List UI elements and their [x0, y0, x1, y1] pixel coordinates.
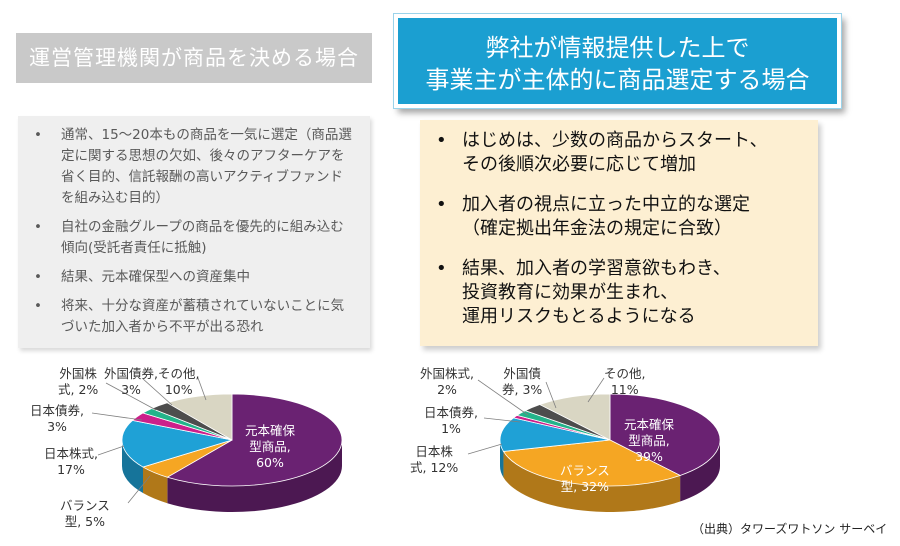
pie-charts: [91, 377, 721, 512]
pie-leader-line: [483, 417, 521, 423]
pie-data-label: 元本確保 型商品, 60%: [245, 423, 296, 470]
pie-slice: [121, 419, 233, 468]
right-heading-line1: 弊社が情報提供した上で: [485, 34, 750, 62]
left-bullet-item: 結果、元本確保型への資産集中: [32, 267, 356, 288]
left-bullet-item: 通常、15～20本もの商品を一気に選定（商品選定に関する思想の欠如、後々のアフタ…: [32, 125, 356, 209]
right-bullet-list: はじめは、少数の商品からスタート、 その後順次必要に応じて増加 加入者の視点に立…: [436, 129, 806, 329]
pie-leader-line: [127, 475, 151, 504]
pie-leader-line: [91, 412, 143, 421]
pie-leader-line: [587, 377, 605, 403]
pie-leader-line: [477, 379, 529, 416]
right-bullet-item: 加入者の視点に立った中立的な選定 （確定拠出年金法の規定に合致）: [436, 193, 806, 241]
pie-data-label: 外国株式, 2%: [420, 366, 474, 397]
pie-slice-side: [503, 451, 681, 512]
right-bullet-item: はじめは、少数の商品からスタート、 その後順次必要に応じて増加: [436, 129, 806, 177]
pie-slice-side: [143, 467, 168, 504]
pie-slice: [166, 393, 233, 441]
right-heading: 弊社が情報提供した上で 事業主が主体的に商品選定する場合: [394, 14, 841, 108]
pie-data-label: 外国債 券, 3%: [502, 366, 543, 397]
right-bullet-box: はじめは、少数の商品からスタート、 その後順次必要に応じて増加 加入者の視点に立…: [420, 120, 818, 346]
left-bullet-box: 通常、15～20本もの商品を一気に選定（商品選定に関する思想の欠如、後々のアフタ…: [18, 116, 370, 348]
pie-data-label: 外国株 式, 2%: [58, 366, 99, 397]
pie-data-label: 日本株式, 17%: [44, 446, 98, 477]
pie-data-label: その他, 11%: [604, 366, 646, 397]
pie-leader-line: [97, 445, 125, 456]
left-bullet-item: 将来、十分な資産が蓄積されていないことに気づいた加入者から不平が出る恐れ: [32, 296, 356, 338]
pie-data-label: 元本確保 型商品, 39%: [624, 417, 675, 464]
right-heading-line2: 事業主が主体的に商品選定する場合: [425, 66, 810, 94]
pie-leader-line: [197, 377, 207, 401]
pie-leader-line: [545, 381, 557, 409]
pie-slice: [538, 393, 611, 441]
pie-data-label: 日本債券, 3%: [30, 403, 84, 434]
pie-slice: [502, 439, 682, 487]
pie-data-label: 日本債券, 1%: [424, 405, 478, 436]
pie-data-label: バランス 型, 5%: [60, 498, 110, 529]
pie-data-label: 日本株 式, 12%: [410, 444, 459, 475]
pie-slice: [166, 393, 343, 487]
source-note: （出典）タワーズワトソン サーベイ: [692, 522, 888, 536]
left-bullet-item: 自社の金融グループの商品を優先的に組み込む傾向(受託者責任に抵触): [32, 217, 356, 259]
pie-leader-line: [105, 382, 157, 411]
right-bullet-item: 結果、加入者の学習意欲もわき、 投資教育に効果が生まれ、 運用リスクもとるように…: [436, 257, 806, 329]
pie-slice: [499, 417, 611, 452]
pie-leader-line: [467, 443, 503, 455]
left-bullet-list: 通常、15～20本もの商品を一気に選定（商品選定に関する思想の欠如、後々のアフタ…: [32, 125, 356, 338]
pie-slice-side: [680, 440, 720, 502]
pie-data-label: バランス 型, 32%: [560, 463, 610, 494]
pie-slice-side: [122, 440, 144, 494]
pie-slice-side: [500, 440, 504, 478]
pie-leader-line: [141, 377, 173, 406]
left-heading: 運営管理機関が商品を決める場合: [16, 33, 372, 83]
pie-data-label: その他, 10%: [158, 366, 200, 397]
pie-slice-side: [167, 440, 342, 512]
pie-data-label: 外国債券, 3%: [104, 366, 158, 397]
pie-slice: [609, 393, 721, 476]
